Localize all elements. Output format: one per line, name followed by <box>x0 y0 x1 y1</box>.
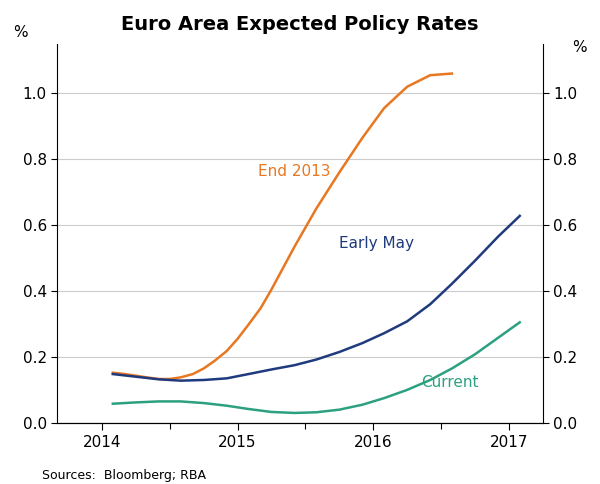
Text: Sources:  Bloomberg; RBA: Sources: Bloomberg; RBA <box>42 469 206 482</box>
Y-axis label: %: % <box>13 25 28 40</box>
Text: Early May: Early May <box>340 237 415 252</box>
Y-axis label: %: % <box>572 40 587 55</box>
Title: Euro Area Expected Policy Rates: Euro Area Expected Policy Rates <box>121 15 479 34</box>
Text: End 2013: End 2013 <box>258 164 331 179</box>
Text: Current: Current <box>421 375 478 390</box>
